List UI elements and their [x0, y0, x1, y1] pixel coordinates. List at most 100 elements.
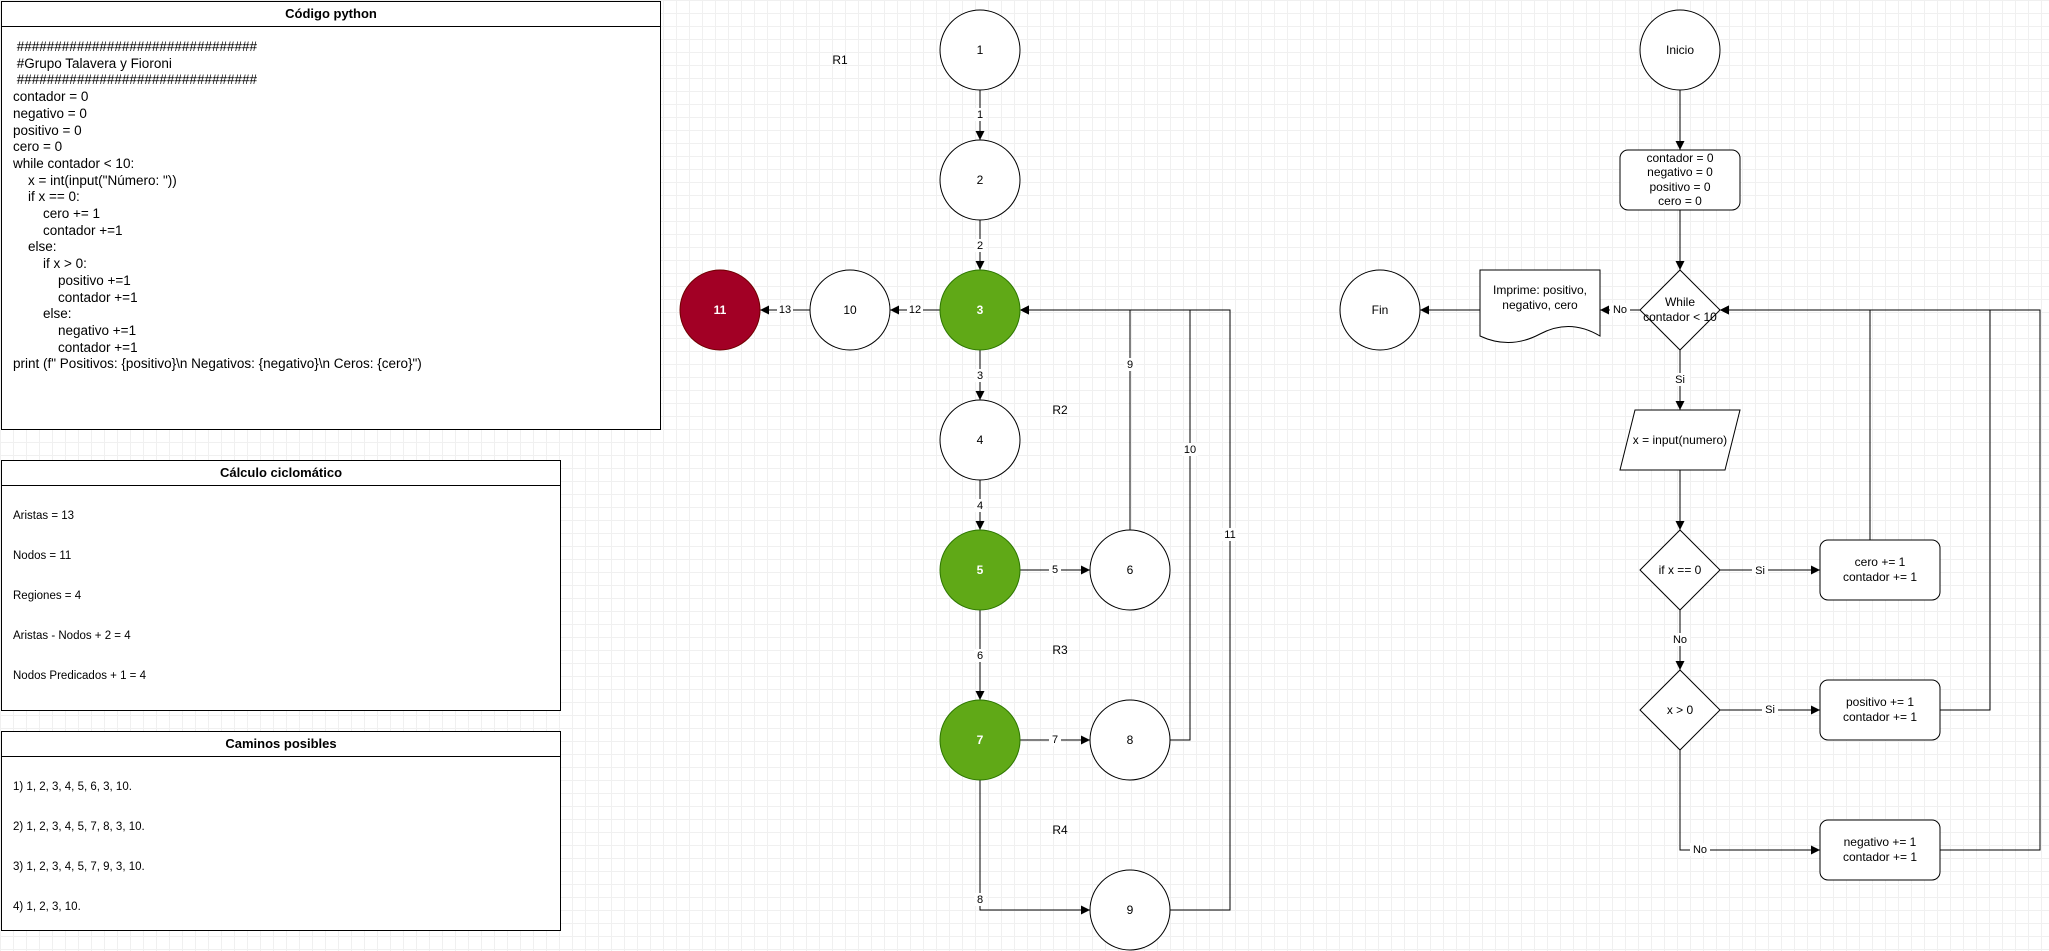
- cyclomatic-panel-title: Cálculo ciclomático: [2, 461, 560, 486]
- svg-text:Inicio: Inicio: [1666, 43, 1694, 57]
- flow-arrow: [1720, 305, 1871, 540]
- path-line: 1) 1, 2, 3, 4, 5, 6, 3, 10.: [13, 781, 132, 793]
- code-line: negativo +=1: [13, 322, 137, 338]
- svg-text:if x == 0: if x == 0: [1659, 563, 1702, 577]
- code-line: contador +=1: [13, 339, 138, 355]
- svg-text:negativo = 0: negativo = 0: [1647, 165, 1713, 179]
- svg-text:Imprime: positivo,: Imprime: positivo,: [1493, 283, 1587, 297]
- edge-11: [1020, 305, 1231, 911]
- code-panel-title: Código python: [2, 2, 660, 27]
- svg-text:negativo += 1: negativo += 1: [1844, 835, 1917, 849]
- flow-while-decision: While contador < 10: [1639, 269, 1721, 351]
- code-line: x = int(input("Número: ")): [13, 172, 177, 188]
- flow-arrow: [1720, 305, 1991, 711]
- svg-text:positivo = 0: positivo = 0: [1649, 180, 1710, 194]
- svg-text:x > 0: x > 0: [1667, 703, 1694, 717]
- svg-text:contador += 1: contador += 1: [1843, 570, 1917, 584]
- graph-node-10: 10: [809, 269, 891, 351]
- edge-9: [1020, 305, 1131, 530]
- edge-label: 1: [977, 109, 983, 121]
- graph-node-9: 9: [1089, 869, 1171, 951]
- graph-node-5: 5: [939, 529, 1021, 611]
- edge-label: 13: [779, 304, 791, 316]
- graph-node-7: 7: [939, 699, 1021, 781]
- calc-line: Aristas - Nodos + 2 = 4: [13, 630, 131, 642]
- code-line: #Grupo Talavera y Fioroni: [13, 55, 172, 71]
- code-line: contador = 0: [13, 89, 89, 105]
- flow-label-no: No: [1613, 304, 1627, 316]
- svg-text:10: 10: [843, 303, 857, 317]
- flow-if-positive-decision: x > 0: [1639, 669, 1721, 751]
- code-line: while contador < 10:: [13, 155, 135, 171]
- flow-arrow: [1679, 750, 1820, 855]
- edge-label: 8: [977, 894, 983, 906]
- edge-label: 2: [977, 240, 983, 252]
- svg-text:5: 5: [977, 563, 984, 577]
- svg-text:contador < 10: contador < 10: [1643, 310, 1717, 324]
- paths-panel: Caminos posibles 1) 1, 2, 3, 4, 5, 6, 3,…: [1, 731, 561, 931]
- edge-label: 11: [1224, 529, 1235, 541]
- svg-text:2: 2: [977, 173, 984, 187]
- code-line: if x > 0:: [13, 256, 87, 272]
- svg-text:contador += 1: contador += 1: [1843, 850, 1917, 864]
- edge-8: [979, 780, 1090, 915]
- edge-label: 7: [1052, 734, 1058, 746]
- flow-print-document: Imprime: positivo, negativo, cero: [1479, 269, 1601, 344]
- flow-label-yes: Si: [1755, 565, 1765, 577]
- edge-10: [1020, 305, 1191, 741]
- graph-node-2: 2: [939, 139, 1021, 221]
- region-label-r3: R3: [1052, 643, 1068, 657]
- code-line: negativo = 0: [13, 105, 87, 121]
- svg-text:Fin: Fin: [1372, 303, 1389, 317]
- region-label-r4: R4: [1052, 823, 1068, 837]
- svg-text:While: While: [1665, 295, 1695, 309]
- code-line: positivo +=1: [13, 272, 131, 288]
- graph-node-8: 8: [1089, 699, 1171, 781]
- svg-text:cero = 0: cero = 0: [1658, 194, 1702, 208]
- flow-end: Fin: [1339, 269, 1421, 351]
- flow-start: Inicio: [1639, 9, 1721, 91]
- code-line: if x == 0:: [13, 189, 80, 205]
- graph-node-11: 11: [679, 269, 761, 351]
- graph-node-3: 3: [939, 269, 1021, 351]
- edge-label: 4: [977, 500, 983, 512]
- flow-input: x = input(numero): [1619, 409, 1741, 471]
- paths-panel-title: Caminos posibles: [2, 732, 560, 757]
- path-line: 2) 1, 2, 3, 4, 5, 7, 8, 3, 10.: [13, 821, 145, 833]
- edge-label: 9: [1127, 359, 1133, 371]
- code-line: contador +=1: [13, 222, 123, 238]
- svg-text:3: 3: [977, 303, 984, 317]
- svg-text:9: 9: [1127, 903, 1134, 917]
- svg-text:1: 1: [977, 43, 984, 57]
- graph-node-4: 4: [939, 399, 1021, 481]
- code-line: cero += 1: [13, 206, 101, 222]
- graph-node-6: 6: [1089, 529, 1171, 611]
- svg-text:x = input(numero): x = input(numero): [1633, 433, 1727, 447]
- svg-text:8: 8: [1127, 733, 1134, 747]
- svg-text:11: 11: [714, 303, 727, 317]
- edge-label: 3: [977, 370, 983, 382]
- code-panel: Código python ##########################…: [1, 1, 661, 430]
- region-label-r2: R2: [1052, 403, 1068, 417]
- edge-label: 6: [977, 650, 983, 662]
- calc-line: Regiones = 4: [13, 590, 82, 602]
- calc-line: Nodos = 11: [13, 550, 72, 562]
- calc-line: Nodos Predicados + 1 = 4: [13, 670, 146, 682]
- flow-label-yes: Si: [1765, 704, 1775, 716]
- paths-lines: 1) 1, 2, 3, 4, 5, 6, 3, 10. 2) 1, 2, 3, …: [2, 757, 560, 927]
- svg-text:7: 7: [977, 733, 984, 747]
- code-line: print (f" Positivos: {positivo}\n Negati…: [13, 356, 422, 372]
- flow-arrow: [1720, 305, 2041, 851]
- flow-zero-block: cero += 1 contador += 1: [1819, 539, 1941, 601]
- code-line: contador +=1: [13, 289, 138, 305]
- code-line: cero = 0: [13, 139, 63, 155]
- svg-text:4: 4: [977, 433, 984, 447]
- flow-positive-block: positivo += 1 contador += 1: [1819, 679, 1941, 741]
- code-line: positivo = 0: [13, 122, 82, 138]
- svg-text:cero += 1: cero += 1: [1855, 555, 1906, 569]
- cyclomatic-lines: Aristas = 13 Nodos = 11 Regiones = 4 Ari…: [2, 486, 560, 696]
- code-line: else:: [13, 306, 72, 322]
- code-line: ################################: [13, 39, 258, 54]
- svg-text:positivo += 1: positivo += 1: [1846, 695, 1914, 709]
